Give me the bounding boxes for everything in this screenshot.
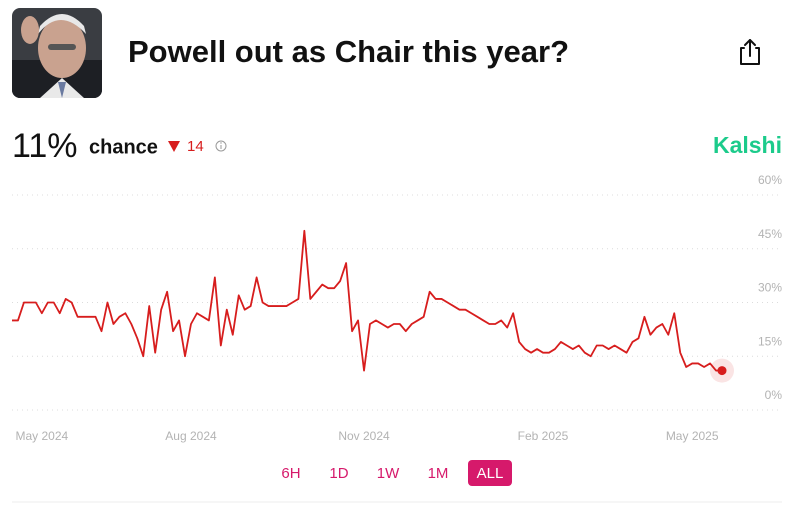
market-title: Powell out as Chair this year? (128, 34, 569, 69)
x-tick-label: May 2025 (666, 429, 719, 443)
range-button-label[interactable]: 6H (281, 465, 300, 482)
chart: 0% 15% 30% 45% 60% May 2024 Aug 2024 Nov 2024 Fe… (12, 173, 782, 443)
y-tick-label: 45% (758, 227, 782, 241)
y-tick-label: 30% (758, 281, 782, 295)
x-tick-label: May 2024 (15, 429, 68, 443)
y-tick-label: 0% (765, 388, 783, 402)
market-image (12, 8, 102, 98)
change-arrow (168, 141, 180, 152)
probability-label: chance (89, 136, 158, 158)
price-line (12, 229, 722, 372)
range-button[interactable]: ALL (468, 460, 512, 486)
probability: 11% (12, 127, 78, 165)
y-tick-label: 15% (758, 334, 782, 348)
range-button-label[interactable]: 1D (329, 465, 348, 482)
x-tick-label: Aug 2024 (165, 429, 217, 443)
info-icon[interactable] (215, 140, 227, 152)
range-button-label[interactable]: 1M (428, 465, 449, 482)
range-button[interactable]: 1M (428, 465, 449, 482)
range-button[interactable]: 1D (329, 465, 348, 482)
range-button[interactable]: 6H (281, 465, 300, 482)
range-button-label[interactable]: ALL (477, 465, 504, 482)
x-tick-label: Nov 2024 (338, 429, 390, 443)
change: 14 (187, 138, 204, 155)
source-logo: Kalshi (713, 132, 782, 158)
range-selector: 6H 1D 1W 1M ALL (281, 460, 512, 486)
x-tick-label: Feb 2025 (518, 429, 569, 443)
range-button-bg[interactable] (468, 460, 512, 486)
share-button[interactable] (740, 39, 760, 65)
range-button[interactable]: 1W (377, 465, 400, 482)
range-button-label[interactable]: 1W (377, 465, 400, 482)
current-point (717, 366, 727, 376)
y-tick-label: 60% (758, 173, 782, 187)
